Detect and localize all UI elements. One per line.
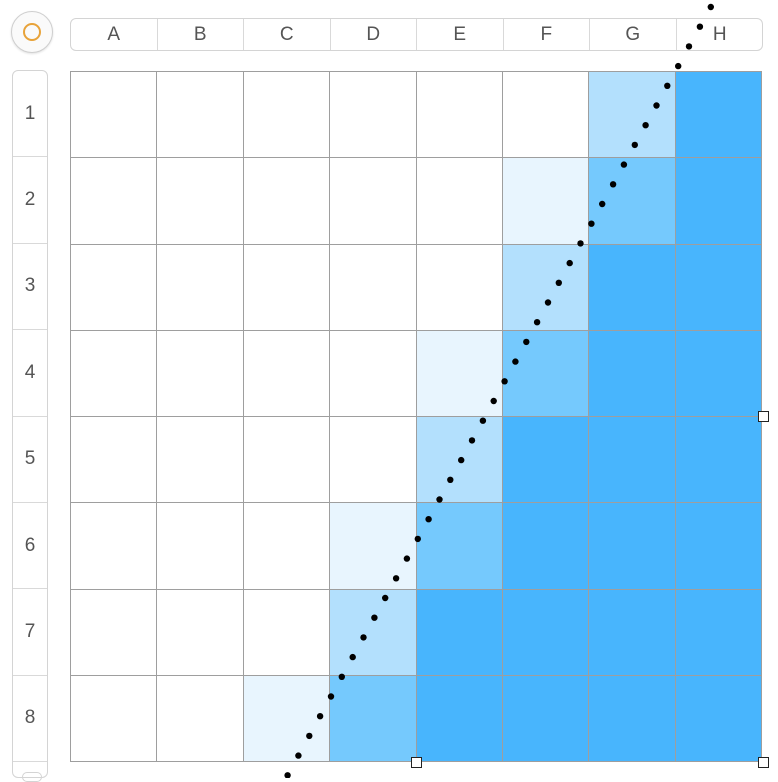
cell-f1[interactable] (502, 72, 590, 159)
row-header-4[interactable]: 4 (13, 330, 47, 417)
cell-d4[interactable] (330, 330, 417, 417)
cell-c1[interactable] (243, 72, 331, 159)
cell-f8[interactable] (502, 675, 590, 762)
cell-h6[interactable] (675, 503, 762, 590)
cell-d8[interactable] (330, 675, 417, 762)
cell-a8[interactable] (71, 675, 158, 762)
cell-e5[interactable] (416, 417, 503, 504)
cell-h4[interactable] (675, 330, 762, 417)
cell-a4[interactable] (71, 330, 158, 417)
cell-e1[interactable] (416, 72, 503, 159)
cell-g6[interactable] (589, 503, 676, 590)
cell-e4[interactable] (416, 330, 503, 417)
row-header-2[interactable]: 2 (13, 157, 47, 244)
cell-f6[interactable] (502, 503, 590, 590)
column-header-g[interactable]: G (590, 19, 677, 50)
cell-b7[interactable] (157, 589, 244, 676)
column-header-e[interactable]: E (417, 19, 504, 50)
column-header-b[interactable]: B (158, 19, 244, 50)
column-header-a[interactable]: A (71, 19, 158, 50)
cell-b3[interactable] (157, 244, 244, 331)
cell-b5[interactable] (157, 417, 244, 504)
circle-outline-icon (23, 23, 41, 41)
cell-e3[interactable] (416, 244, 503, 331)
cell-g8[interactable] (589, 675, 676, 762)
boundary-dot (707, 3, 714, 11)
cell-h1[interactable] (675, 72, 762, 159)
row-header-5[interactable]: 5 (13, 417, 47, 503)
cell-d6[interactable] (330, 503, 417, 590)
cell-c6[interactable] (243, 503, 331, 590)
resize-handle-corner[interactable] (758, 757, 769, 768)
cell-h5[interactable] (675, 417, 762, 504)
cell-c4[interactable] (243, 330, 331, 417)
resize-handle-bottom[interactable] (411, 757, 422, 768)
cell-g7[interactable] (589, 589, 676, 676)
cell-e7[interactable] (416, 589, 503, 676)
corner-select-button[interactable] (11, 11, 53, 53)
cell-g1[interactable] (589, 72, 676, 159)
column-header-c[interactable]: C (244, 19, 331, 50)
cell-f3[interactable] (502, 244, 590, 331)
row-header-6[interactable]: 6 (13, 503, 47, 590)
cell-h7[interactable] (675, 589, 762, 676)
cell-a1[interactable] (71, 72, 158, 159)
cell-a5[interactable] (71, 417, 158, 504)
column-header-f[interactable]: F (504, 19, 590, 50)
column-header-h[interactable]: H (712, 23, 727, 45)
cell-d2[interactable] (330, 158, 417, 245)
cell-f5[interactable] (502, 417, 590, 504)
cell-h8[interactable] (675, 675, 762, 762)
scroll-indicator (22, 772, 42, 782)
cell-g2[interactable] (589, 158, 676, 245)
cell-d3[interactable] (330, 244, 417, 331)
resize-handle-right[interactable] (758, 411, 769, 422)
cell-e6[interactable] (416, 503, 503, 590)
cell-d5[interactable] (330, 417, 417, 504)
cell-f7[interactable] (502, 589, 590, 676)
cell-e8[interactable] (416, 675, 503, 762)
cell-f4[interactable] (502, 330, 590, 417)
cell-g5[interactable] (589, 417, 676, 504)
cell-g4[interactable] (589, 330, 676, 417)
cell-b2[interactable] (157, 158, 244, 245)
row-header-1[interactable]: 1 (13, 71, 47, 158)
cell-grid[interactable] (70, 71, 762, 762)
cell-a6[interactable] (71, 503, 158, 590)
row-header-7[interactable]: 7 (13, 589, 47, 676)
cell-c8[interactable] (243, 675, 331, 762)
cell-h2[interactable] (675, 158, 762, 245)
cell-b6[interactable] (157, 503, 244, 590)
cell-b8[interactable] (157, 675, 244, 762)
cell-e2[interactable] (416, 158, 503, 245)
cell-a3[interactable] (71, 244, 158, 331)
column-header-d[interactable]: D (331, 19, 417, 50)
cell-c5[interactable] (243, 417, 331, 504)
cell-c3[interactable] (243, 244, 331, 331)
cell-b4[interactable] (157, 330, 244, 417)
cell-h3[interactable] (675, 244, 762, 331)
boundary-dot (284, 772, 291, 778)
row-header-8[interactable]: 8 (13, 676, 47, 763)
cell-d1[interactable] (330, 72, 417, 159)
cell-c7[interactable] (243, 589, 331, 676)
cell-f2[interactable] (502, 158, 590, 245)
row-header-3[interactable]: 3 (13, 244, 47, 331)
cell-b1[interactable] (157, 72, 244, 159)
cell-a7[interactable] (71, 589, 158, 676)
boundary-dot (675, 62, 682, 70)
cell-c2[interactable] (243, 158, 331, 245)
cell-a2[interactable] (71, 158, 158, 245)
cell-g3[interactable] (589, 244, 676, 331)
cell-d7[interactable] (330, 589, 417, 676)
